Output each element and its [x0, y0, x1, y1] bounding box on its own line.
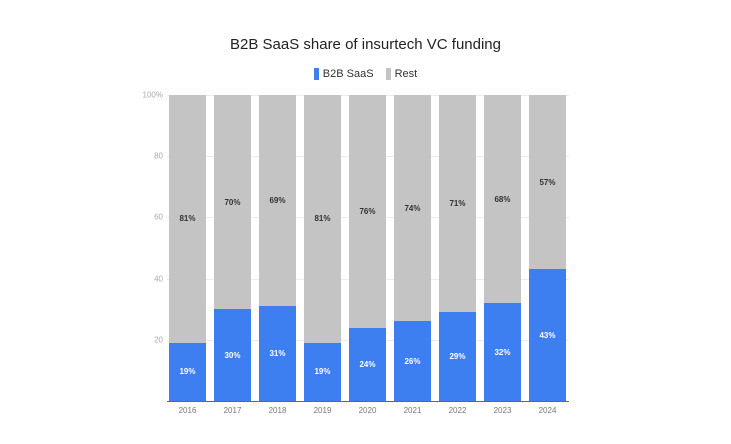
bar-segment-b2b-saas[interactable]: 19%	[169, 342, 206, 401]
plot-area: 81% 19% 70% 30% 69% 31% 81% 19% 76% 24% 74% 26% 71% 2…	[167, 95, 569, 401]
bar-segment-b2b-saas[interactable]: 32%	[484, 303, 521, 401]
bar-segment-rest[interactable]: 57%	[529, 95, 566, 270]
x-tick-label: 2016	[178, 406, 197, 415]
bar-2022[interactable]: 71% 29%	[439, 95, 476, 401]
bar-segment-rest[interactable]: 70%	[214, 95, 251, 310]
x-axis-line	[167, 401, 569, 402]
bar-segment-rest[interactable]: 81%	[304, 95, 341, 343]
bar-segment-b2b-saas[interactable]: 29%	[439, 312, 476, 401]
x-tick-label: 2018	[268, 406, 287, 415]
bar-2024[interactable]: 57% 43%	[529, 95, 566, 401]
bar-segment-b2b-saas[interactable]: 43%	[529, 269, 566, 401]
bar-segment-rest[interactable]: 69%	[259, 95, 296, 307]
bar-segment-rest[interactable]: 71%	[439, 95, 476, 313]
bar-segment-b2b-saas[interactable]: 24%	[349, 327, 386, 401]
legend-swatch-b2b-saas	[313, 68, 319, 80]
x-tick-label: 2019	[313, 406, 332, 415]
x-tick-label: 2020	[358, 406, 377, 415]
bar-segment-rest[interactable]: 74%	[394, 95, 431, 322]
legend: B2B SaaS Rest	[0, 68, 731, 80]
bar-2019[interactable]: 81% 19%	[304, 95, 341, 401]
bar-segment-b2b-saas[interactable]: 26%	[394, 321, 431, 401]
legend-item-rest[interactable]: Rest	[385, 68, 418, 80]
x-tick-label: 2024	[538, 406, 557, 415]
bar-segment-b2b-saas[interactable]: 31%	[259, 306, 296, 401]
bar-2016[interactable]: 81% 19%	[169, 95, 206, 401]
bar-segment-b2b-saas[interactable]: 30%	[214, 309, 251, 401]
chart-title: B2B SaaS share of insurtech VC funding	[230, 36, 501, 53]
legend-swatch-rest	[385, 68, 391, 80]
x-tick-label: 2022	[448, 406, 467, 415]
bar-2021[interactable]: 74% 26%	[394, 95, 431, 401]
bar-segment-rest[interactable]: 81%	[169, 95, 206, 343]
x-tick-label: 2017	[223, 406, 242, 415]
x-tick-label: 2023	[493, 406, 512, 415]
bar-2023[interactable]: 68% 32%	[484, 95, 521, 401]
bar-segment-b2b-saas[interactable]: 19%	[304, 342, 341, 401]
bar-2020[interactable]: 76% 24%	[349, 95, 386, 401]
x-tick-label: 2021	[403, 406, 422, 415]
legend-label-rest: Rest	[394, 68, 418, 80]
bar-segment-rest[interactable]: 68%	[484, 95, 521, 304]
y-tick-label: 40	[154, 274, 163, 284]
legend-label-b2b-saas: B2B SaaS	[322, 68, 374, 80]
bar-segment-rest[interactable]: 76%	[349, 95, 386, 328]
y-tick-label: 20	[154, 335, 163, 345]
bar-2017[interactable]: 70% 30%	[214, 95, 251, 401]
legend-item-b2b-saas[interactable]: B2B SaaS	[313, 68, 374, 80]
y-tick-label: 100%	[142, 90, 163, 100]
y-tick-label: 60	[154, 212, 163, 222]
bar-2018[interactable]: 69% 31%	[259, 95, 296, 401]
y-tick-label: 80	[154, 151, 163, 161]
